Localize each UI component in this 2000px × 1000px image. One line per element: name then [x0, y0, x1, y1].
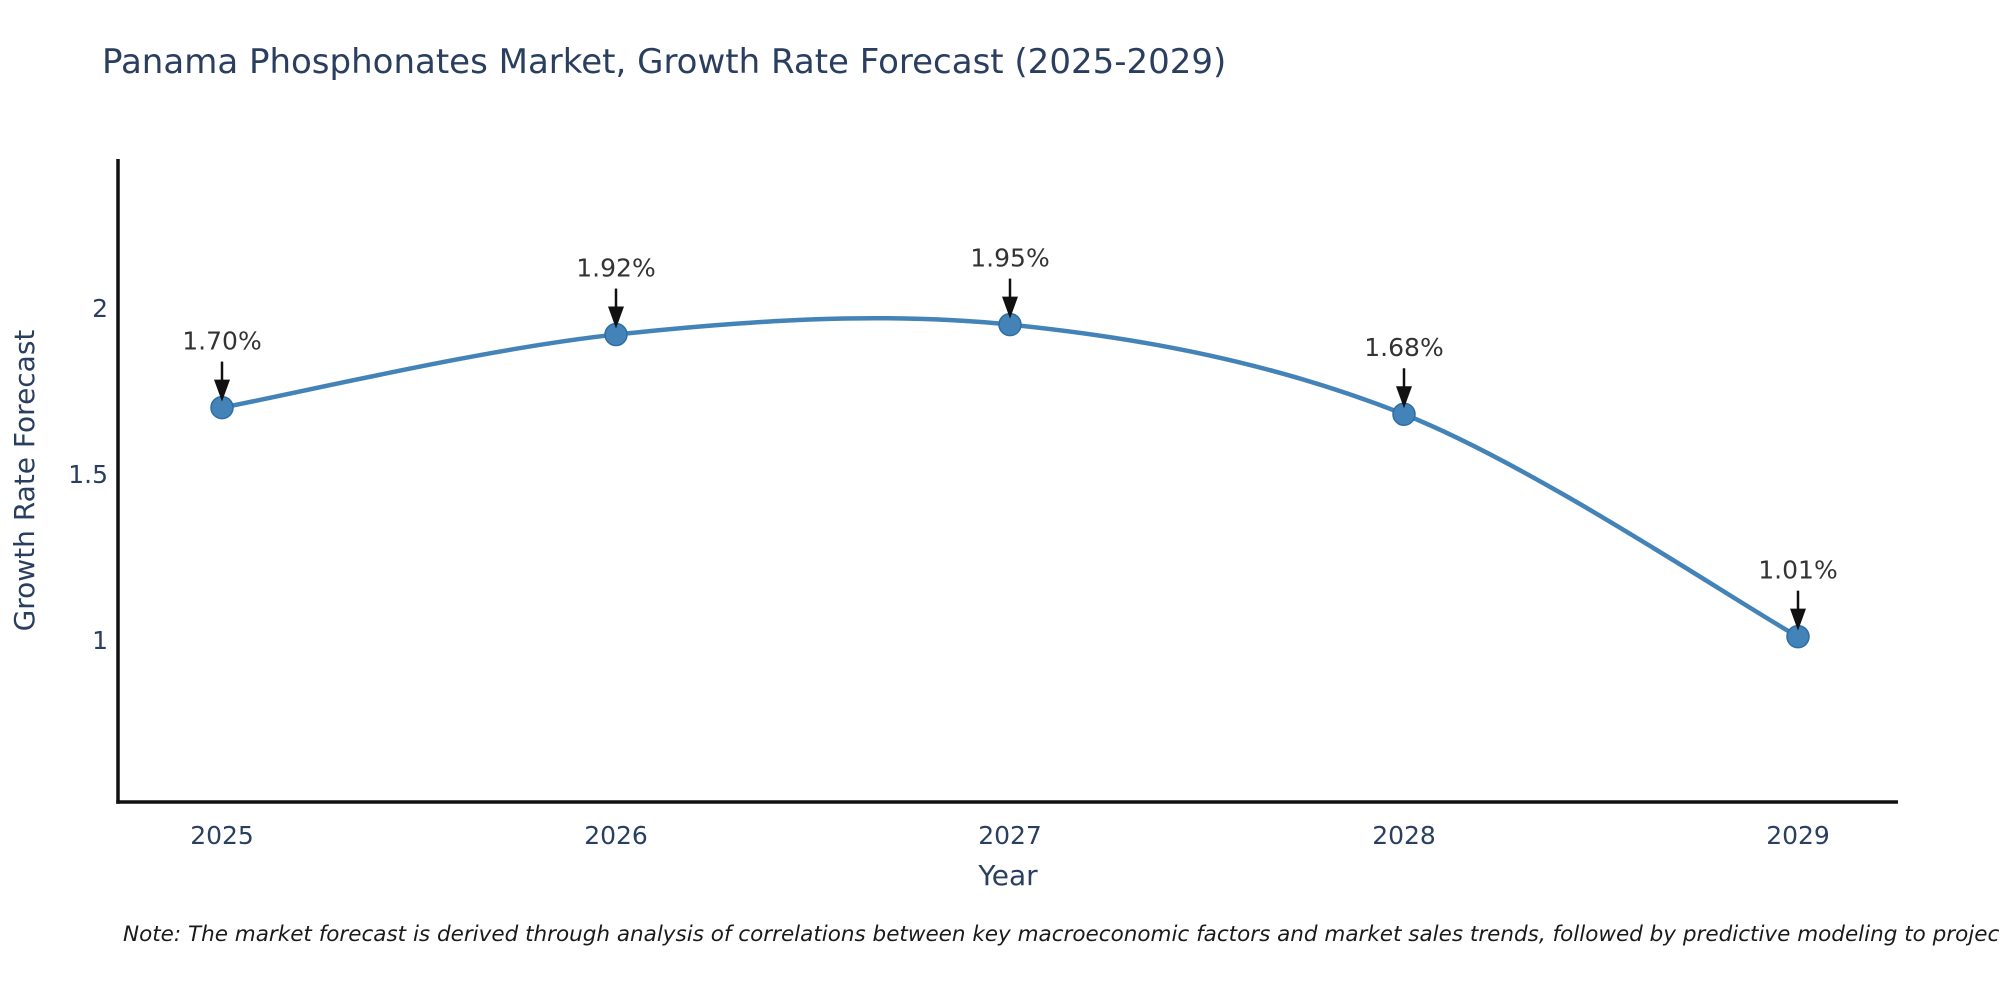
x-axis-ticks: 2025 2026 2027 2028 2029	[190, 821, 1830, 850]
x-tick-label: 2028	[1372, 821, 1436, 850]
data-points	[210, 312, 1810, 649]
point-annotation: 1.01%	[1758, 556, 1838, 631]
point-value-label: 1.68%	[1364, 333, 1443, 362]
x-tick-label: 2025	[190, 821, 254, 850]
y-axis-ticks: 21.51	[68, 294, 108, 655]
point-annotations: 1.70% 1.92% 1.95% 1.68% 1.01%	[182, 244, 1838, 631]
y-tick-label: 2	[92, 294, 108, 323]
chart-title: Panama Phosphonates Market, Growth Rate …	[102, 42, 1227, 82]
annotation-arrowhead-icon	[1002, 296, 1018, 319]
x-axis-title: Year	[977, 859, 1038, 892]
point-annotation: 1.92%	[576, 254, 656, 329]
y-axis-title: Growth Rate Forecast	[8, 330, 41, 632]
point-value-label: 1.92%	[576, 254, 655, 283]
point-annotation: 1.95%	[970, 244, 1050, 319]
point-value-label: 1.95%	[970, 244, 1049, 273]
trend-line	[219, 315, 1801, 639]
y-tick-label: 1.5	[68, 460, 108, 489]
footnote: Note: The market forecast is derived thr…	[123, 922, 2000, 947]
x-tick-label: 2027	[978, 821, 1042, 850]
point-annotation: 1.70%	[182, 327, 262, 402]
annotation-arrowhead-icon	[608, 306, 624, 329]
annotation-arrowhead-icon	[214, 379, 230, 402]
point-value-label: 1.01%	[1758, 556, 1837, 585]
annotation-arrowhead-icon	[1396, 386, 1412, 409]
y-tick-label: 1	[92, 626, 108, 655]
x-tick-label: 2026	[584, 821, 648, 850]
annotation-arrowhead-icon	[1790, 608, 1806, 631]
point-annotation: 1.68%	[1364, 333, 1444, 409]
x-tick-label: 2029	[1766, 821, 1830, 850]
point-value-label: 1.70%	[182, 327, 261, 356]
